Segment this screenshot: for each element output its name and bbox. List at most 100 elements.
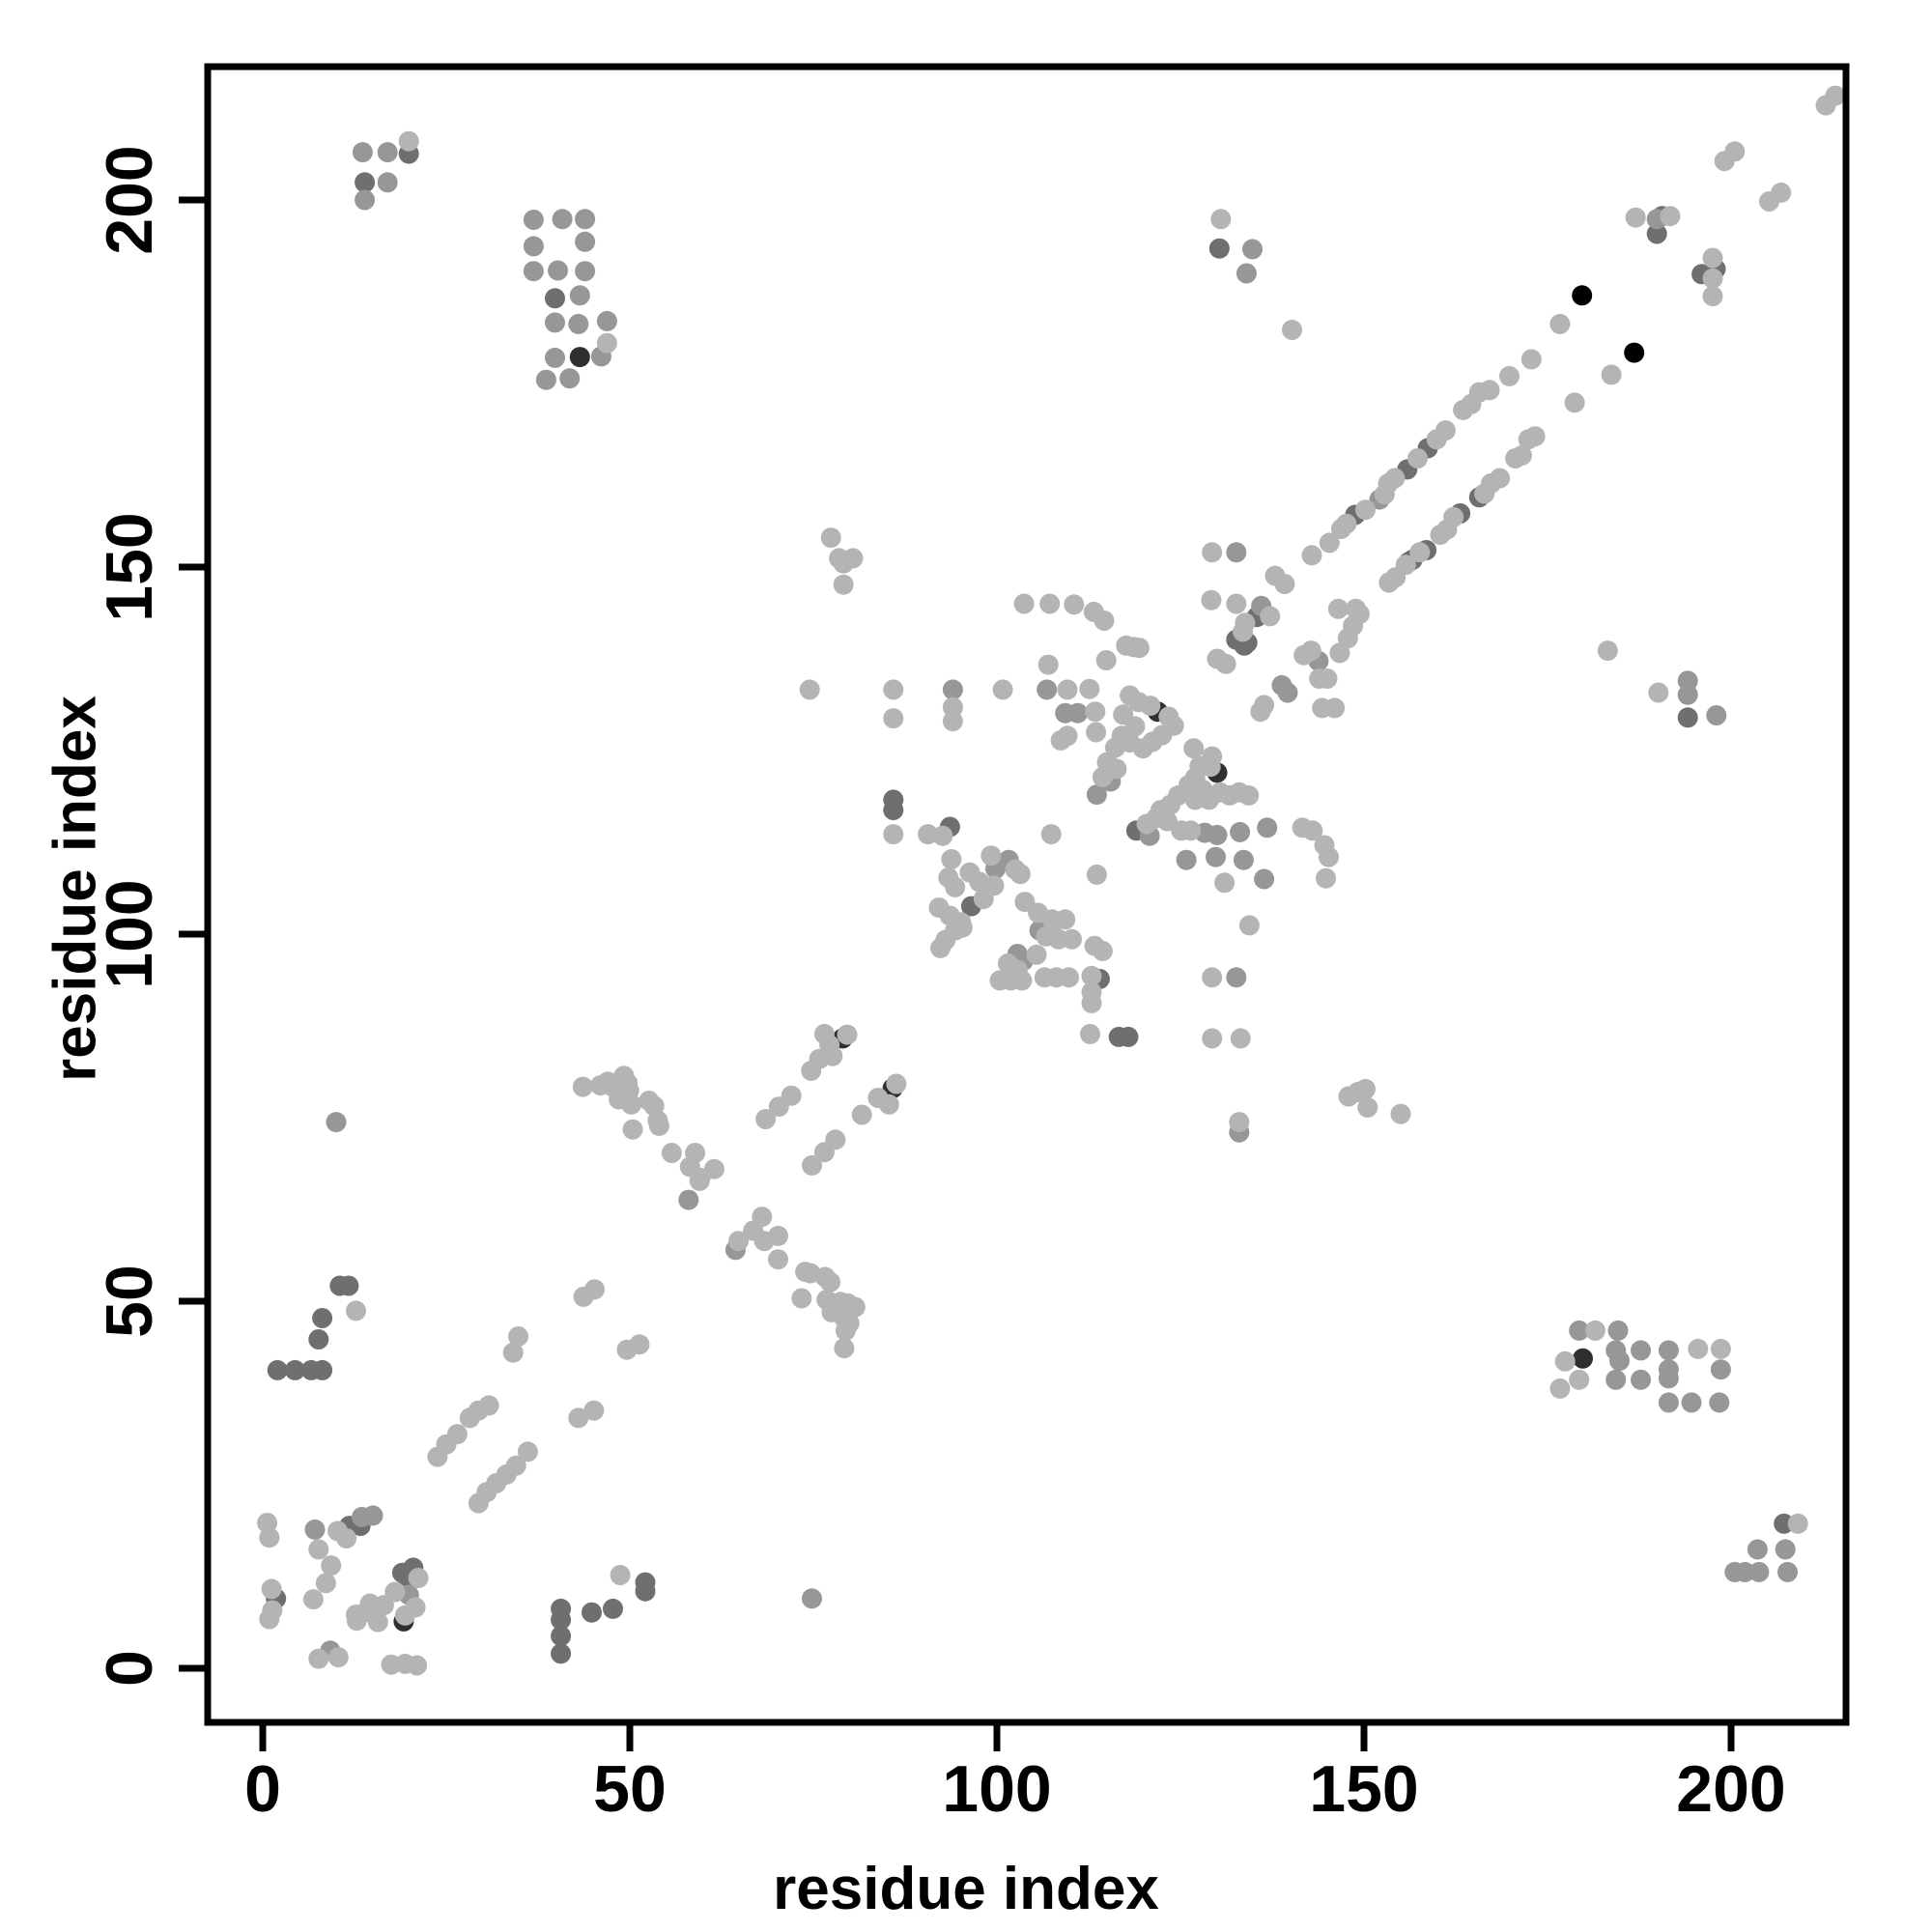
data-point — [1092, 941, 1113, 961]
data-point — [502, 1342, 524, 1363]
data-point — [883, 708, 904, 729]
data-point — [837, 1024, 858, 1045]
data-point — [1086, 722, 1107, 743]
data-point — [559, 368, 581, 389]
data-point — [508, 1326, 528, 1347]
data-point — [1230, 821, 1251, 842]
data-point — [312, 1308, 333, 1328]
data-point — [1706, 705, 1727, 725]
data-point — [1734, 1561, 1755, 1582]
data-point — [1183, 738, 1205, 759]
data-point — [930, 937, 951, 958]
data-point — [548, 260, 568, 281]
data-point — [257, 1513, 278, 1533]
data-point — [1079, 678, 1100, 699]
data-point — [1081, 992, 1102, 1013]
data-point — [1302, 820, 1323, 841]
data-point — [1384, 468, 1406, 489]
data-point — [1357, 1096, 1378, 1118]
data-point — [1569, 1320, 1590, 1341]
data-point — [883, 679, 904, 700]
data-point — [603, 1598, 623, 1619]
x-tick-label: 150 — [1309, 1752, 1418, 1826]
data-point — [952, 917, 973, 938]
data-point — [1040, 824, 1062, 845]
data-point — [1092, 766, 1113, 787]
data-point — [355, 172, 376, 193]
x-tick-label: 50 — [593, 1752, 667, 1826]
data-point — [1229, 1112, 1250, 1133]
data-point — [568, 313, 589, 334]
data-point — [308, 1329, 329, 1350]
data-point — [1390, 1103, 1411, 1124]
data-point — [918, 824, 939, 845]
data-point — [1122, 637, 1144, 658]
data-point — [781, 1085, 802, 1106]
data-point — [1226, 542, 1247, 563]
data-point — [689, 1170, 710, 1191]
data-point — [545, 347, 565, 368]
data-point — [1648, 682, 1669, 703]
data-point — [1257, 817, 1278, 838]
data-point — [802, 1154, 822, 1176]
data-point — [1787, 1513, 1808, 1534]
data-point — [575, 261, 596, 282]
data-point — [945, 876, 966, 897]
data-point — [1180, 820, 1202, 841]
data-point — [1039, 593, 1061, 614]
data-point — [1499, 365, 1520, 386]
x-tick-label: 100 — [942, 1752, 1051, 1826]
data-point — [326, 1112, 347, 1133]
data-point — [997, 952, 1018, 974]
data-point — [1201, 589, 1222, 611]
data-point — [1584, 1320, 1605, 1341]
data-point — [1327, 598, 1349, 619]
data-point — [610, 1565, 631, 1585]
data-point — [352, 142, 373, 163]
data-point — [1202, 1028, 1223, 1049]
data-point — [1677, 670, 1698, 692]
data-point — [590, 1075, 611, 1096]
data-point — [308, 1648, 329, 1669]
data-point — [635, 1572, 656, 1593]
data-point — [980, 845, 1002, 867]
data-point — [1207, 824, 1228, 845]
data-point — [1658, 1368, 1679, 1389]
data-point — [1202, 542, 1223, 563]
data-point — [728, 1231, 749, 1252]
data-point — [755, 1109, 777, 1129]
data-point — [384, 1581, 406, 1603]
data-point — [568, 1407, 589, 1429]
data-point — [1050, 729, 1071, 751]
data-point — [312, 1359, 333, 1380]
data-point — [1609, 1350, 1630, 1372]
data-point — [1176, 849, 1197, 870]
data-point — [1274, 574, 1295, 594]
data-point — [1293, 644, 1315, 666]
data-point — [1355, 1078, 1376, 1099]
data-point — [575, 209, 596, 230]
data-point — [834, 1338, 855, 1359]
data-point — [1254, 868, 1275, 890]
data-point — [1226, 967, 1247, 988]
data-point — [1037, 679, 1058, 700]
data-point — [1233, 849, 1254, 870]
data-point — [517, 1441, 538, 1463]
data-point — [1233, 621, 1254, 642]
data-point — [883, 824, 904, 845]
data-point — [1118, 1026, 1139, 1047]
data-point — [1607, 1320, 1629, 1341]
data-point — [545, 288, 565, 309]
data-point — [1677, 684, 1698, 705]
data-point — [1336, 513, 1357, 534]
data-point — [973, 889, 994, 909]
data-point — [941, 849, 962, 869]
data-point — [1062, 928, 1082, 950]
data-point — [1724, 141, 1746, 162]
data-point — [622, 1119, 643, 1140]
data-point — [1597, 640, 1618, 662]
data-point — [1748, 1561, 1770, 1582]
data-point — [551, 1643, 572, 1664]
data-point — [1215, 653, 1236, 674]
data-point — [346, 1605, 366, 1625]
